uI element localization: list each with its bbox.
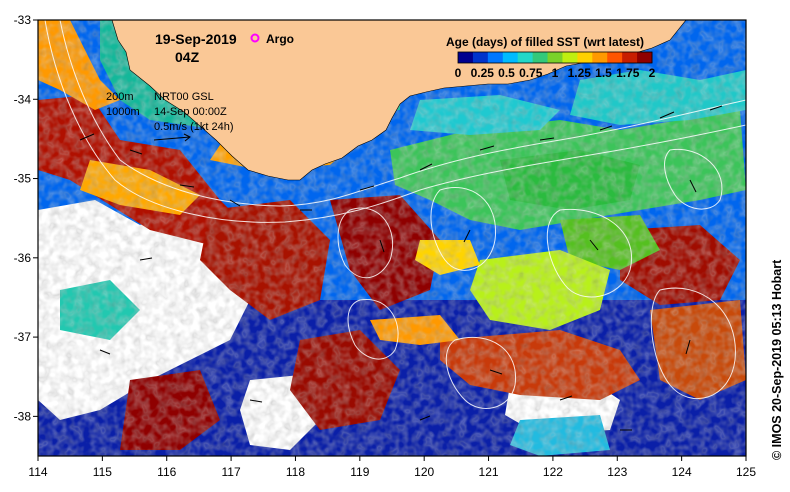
current-time: 14-Sep 00:00Z [154, 106, 227, 118]
legend-colorbar [457, 51, 653, 64]
lat-tick-label: -37 [14, 330, 32, 344]
current-source: NRT00 GSL [154, 91, 214, 103]
map-time: 04Z [175, 49, 200, 65]
map-date: 19-Sep-2019 [155, 31, 237, 47]
legend-color-swatch [472, 52, 489, 63]
lat-tick-label: -35 [14, 172, 32, 186]
legend-color-swatch [517, 52, 534, 63]
legend-color-swatch [502, 52, 519, 63]
lon-tick-label: 116 [157, 465, 176, 479]
longitude-axis: 114 115 116 117 118 119 120 121 122 123 124 125 [28, 456, 756, 479]
legend-tick-label: 1.75 [616, 66, 640, 80]
legend-tick-label: 0 [455, 66, 462, 80]
current-scale: 0.5m/s (1kt 24h) [154, 121, 233, 133]
argo-label: Argo [266, 32, 294, 46]
depth-contours [44, 19, 747, 409]
legend-tick-label: 2 [649, 66, 656, 80]
lat-tick-label: -34 [14, 92, 32, 106]
legend-title: Age (days) of filled SST (wrt latest) [446, 35, 644, 49]
legend-color-swatch [487, 52, 504, 63]
lon-tick-label: 125 [736, 465, 756, 479]
lon-tick-label: 117 [222, 465, 241, 479]
legend-colorbar-frame [457, 51, 653, 64]
legend-tick-label: 1.25 [568, 66, 592, 80]
legend-color-swatch [547, 52, 563, 63]
lat-tick-label: -36 [14, 251, 32, 265]
latitude-axis: -33 -34 -35 -36 -37 -38 [14, 13, 38, 423]
contour-depth-200: 200m [106, 91, 134, 103]
legend-color-swatch [562, 52, 578, 63]
legend-color-swatch [577, 52, 593, 63]
legend-tick-label: 0.5 [498, 66, 515, 80]
contour-depth-1000: 1000m [106, 106, 140, 118]
lon-tick-label: 118 [286, 465, 305, 479]
lon-tick-label: 124 [672, 465, 692, 479]
current-vectors [79, 105, 723, 431]
scale-arrow-icon [153, 133, 191, 142]
lat-tick-label: -33 [14, 13, 32, 27]
lat-tick-label: -38 [14, 409, 32, 423]
lon-tick-label: 120 [414, 465, 434, 479]
legend-tick-label: 1.5 [595, 66, 612, 80]
legend-color-swatch [622, 52, 638, 63]
lon-tick-label: 123 [607, 465, 627, 479]
map-frame [37, 19, 747, 457]
argo-marker-icon [250, 33, 260, 43]
legend-tick-label: 0.25 [471, 66, 495, 80]
legend-color-swatch [592, 52, 608, 63]
legend-color-swatch [458, 52, 474, 63]
legend-color-swatch [637, 52, 653, 63]
credit-text: © IMOS 20-Sep-2019 05:13 Hobart [770, 259, 784, 460]
lon-tick-label: 115 [93, 465, 112, 479]
lon-tick-label: 122 [543, 465, 563, 479]
legend-tick-label: 0.75 [519, 66, 543, 80]
lon-tick-label: 121 [479, 465, 499, 479]
lon-tick-label: 119 [350, 465, 369, 479]
legend-color-swatch [532, 52, 549, 63]
legend-tick-label: 1 [552, 66, 559, 80]
legend-tick-labels: 0 0.25 0.5 0.75 1 1.25 1.5 1.75 2 [455, 66, 656, 80]
legend-color-swatch [607, 52, 623, 63]
lon-tick-label: 114 [28, 465, 47, 479]
